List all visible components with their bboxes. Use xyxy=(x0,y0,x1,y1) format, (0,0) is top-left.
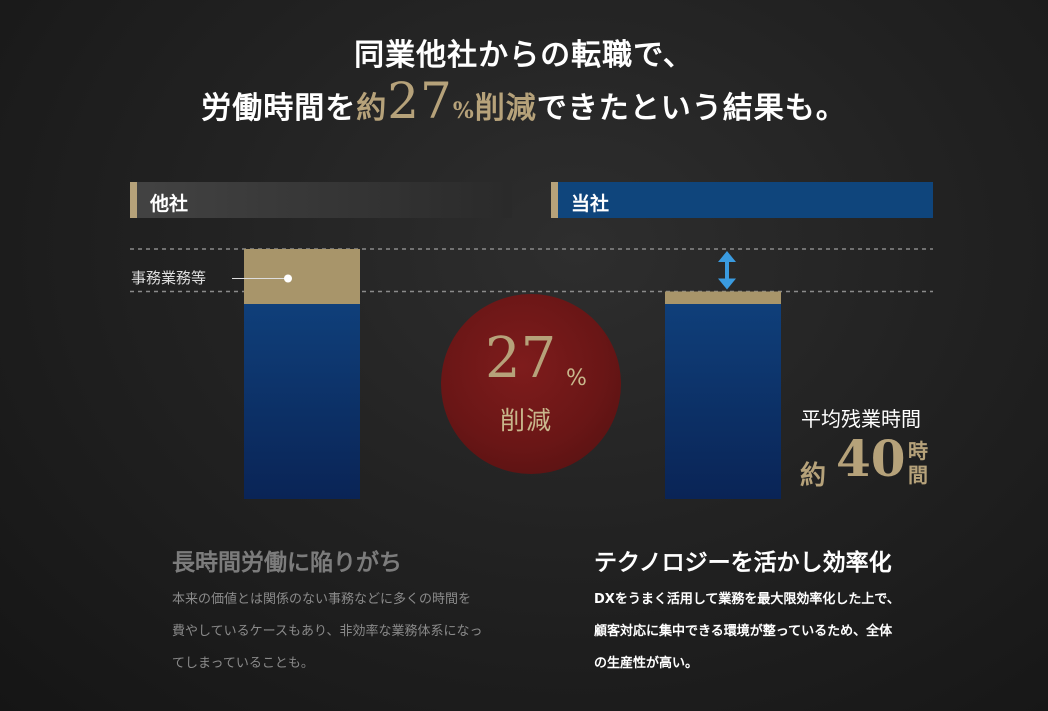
average-overtime-prefix: 約 xyxy=(800,461,827,491)
headline-unit: % xyxy=(452,98,475,124)
column-label-ours: 当社 xyxy=(551,182,933,218)
bar-work-0 xyxy=(244,304,360,499)
reduction-circle xyxy=(441,294,621,474)
reduction-unit: % xyxy=(566,366,587,391)
section-body-other: 本来の価値とは関係のない事務などに多くの時間を 費やしているケースもあり、非効率… xyxy=(172,584,522,680)
average-overtime-label: 平均残業時間 xyxy=(801,407,921,431)
bar-work-1 xyxy=(665,304,781,499)
section-title-other: 長時間労働に陥りがち xyxy=(172,550,402,576)
headline-number: 27 xyxy=(387,72,453,130)
headline-line-1: 同業他社からの転職で、 xyxy=(0,30,1048,74)
section-body-other-line: 本来の価値とは関係のない事務などに多くの時間を xyxy=(172,592,472,607)
bar-admin-0 xyxy=(244,249,360,304)
arrow-head-up xyxy=(718,251,736,262)
headline-line-1-text: 同業他社からの転職で、 xyxy=(354,38,694,73)
column-label-other: 他社 xyxy=(130,182,512,218)
average-overtime-value: 40 xyxy=(836,429,906,488)
reduction-number: 27 xyxy=(485,326,557,391)
column-label-ours-text: 当社 xyxy=(571,193,610,215)
column-label-other-accent xyxy=(130,182,137,218)
headline-prefix: 約 xyxy=(356,91,388,126)
section-body-ours-line: の生産性が高い。 xyxy=(594,656,699,671)
headline-line-2-after: できたという結果も。 xyxy=(536,91,847,126)
headline-line-2: 労働時間を約27%削減できたという結果も。 xyxy=(0,76,1048,127)
headline-line-2-before: 労働時間を xyxy=(201,91,357,126)
annotation-dot xyxy=(284,274,292,283)
arrow-head-down xyxy=(718,278,736,290)
average-overtime-unit: 時間 xyxy=(908,439,928,487)
section-body-ours: DXをうまく活用して業務を最大限効率化した上で、 顧客対応に集中できる環境が整っ… xyxy=(594,584,954,680)
section-body-ours-line: 顧客対応に集中できる環境が整っているため、全体 xyxy=(594,624,893,639)
section-body-other-line: 費やしているケースもあり、非効率な業務体系になっ xyxy=(172,624,483,639)
headline-highlight: 削減 xyxy=(474,91,537,126)
reduction-arrow xyxy=(718,251,736,290)
annotation-label: 事務業務等 xyxy=(131,269,207,287)
section-body-ours-line: DXをうまく活用して業務を最大限効率化した上で、 xyxy=(594,592,900,607)
bar-admin-1 xyxy=(665,291,781,304)
column-label-other-text: 他社 xyxy=(150,193,189,215)
section-title-ours: テクノロジーを活かし効率化 xyxy=(594,550,892,576)
section-body-other-line: てしまっていることも。 xyxy=(172,656,314,671)
reduction-label: 削減 xyxy=(500,406,553,435)
column-label-ours-accent xyxy=(551,182,558,218)
